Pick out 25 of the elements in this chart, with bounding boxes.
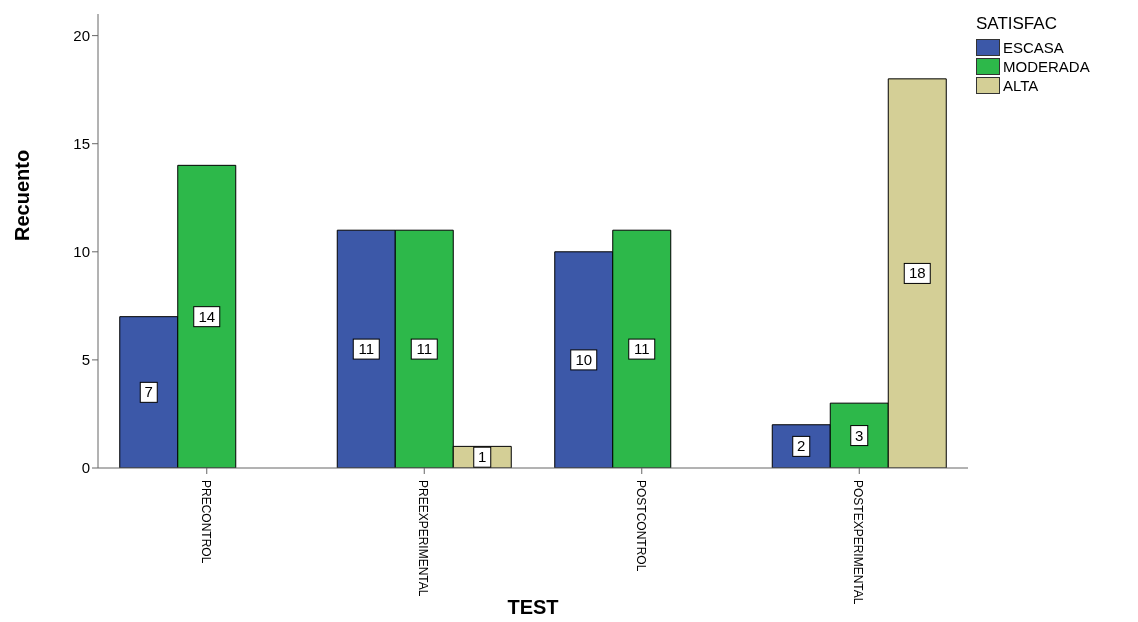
legend-label: MODERADA: [1003, 58, 1090, 75]
legend-label: ALTA: [1003, 77, 1039, 94]
data-label: 1: [478, 448, 487, 466]
x-tick-label: POSTEXPERIMENTAL: [851, 480, 866, 605]
y-tick-label: 10: [73, 243, 90, 261]
data-label: 2: [797, 437, 806, 455]
y-tick-label: 20: [73, 26, 90, 44]
y-tick-label: 0: [81, 459, 90, 477]
data-label: 18: [908, 264, 926, 282]
data-label: 10: [575, 350, 593, 368]
x-tick-label: POSTCONTROL: [633, 480, 648, 572]
data-label: 14: [198, 307, 216, 325]
x-tick-label: PREEXPERIMENTAL: [416, 480, 431, 597]
x-tick-label: PRECONTROL: [198, 480, 213, 564]
y-axis-title: Recuento: [11, 149, 34, 241]
data-label: 11: [416, 340, 433, 358]
data-label: 11: [358, 340, 375, 358]
y-tick-label: 5: [81, 351, 90, 369]
data-label: 3: [855, 426, 864, 444]
legend-label: ESCASA: [1003, 39, 1064, 56]
legend-title: SATISFAC: [976, 14, 1058, 34]
y-tick-label: 15: [73, 135, 90, 153]
data-label: 11: [633, 340, 650, 358]
data-label: 7: [144, 383, 153, 401]
x-axis-title: TEST: [507, 596, 559, 618]
